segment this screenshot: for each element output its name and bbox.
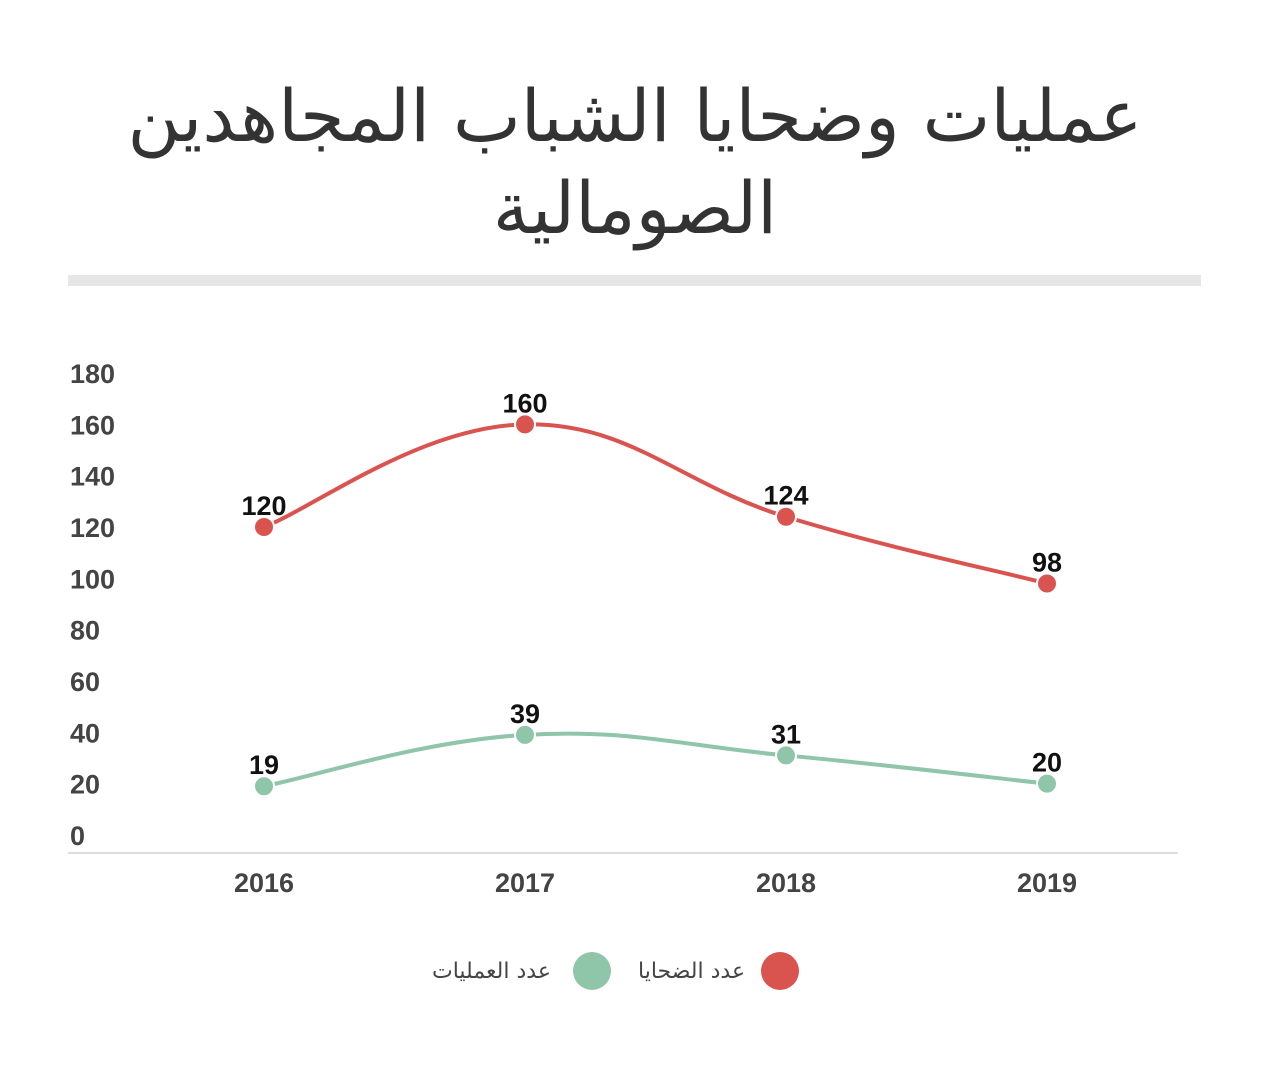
x-tick-label: 2017	[495, 868, 555, 898]
legend-label-operations: عدد العمليات	[432, 958, 551, 984]
y-tick-label: 120	[70, 513, 115, 543]
y-tick-label: 180	[70, 359, 115, 389]
x-tick-label: 2018	[756, 868, 816, 898]
x-tick-label: 2019	[1017, 868, 1077, 898]
legend-item-operations: عدد العمليات	[432, 952, 611, 990]
operations-point	[1036, 772, 1058, 795]
operations-point	[775, 744, 797, 767]
casualties-point	[775, 505, 797, 528]
operations-data-label: 20	[1032, 748, 1062, 778]
y-tick-label: 60	[70, 667, 100, 697]
y-tick-label: 40	[70, 718, 100, 748]
y-tick-label: 80	[70, 616, 100, 646]
operations-data-label: 19	[249, 750, 279, 780]
y-tick-label: 160	[70, 410, 115, 440]
operations-point	[253, 775, 275, 798]
title-divider	[68, 275, 1201, 286]
operations-point	[514, 723, 536, 746]
legend: عدد الضحايا عدد العمليات	[0, 952, 1270, 996]
y-axis: 0 20 40 60 80 100 120 140 160 180	[70, 359, 115, 851]
casualties-point	[514, 413, 536, 436]
casualties-point	[1036, 572, 1058, 595]
legend-marker-casualties	[761, 952, 800, 990]
legend-item-casualties: عدد الضحايا	[638, 952, 800, 990]
y-tick-label: 20	[70, 770, 100, 800]
casualties-line	[263, 422, 1048, 586]
y-tick-label: 140	[70, 462, 115, 492]
y-tick-label: 0	[70, 821, 85, 851]
casualties-point	[253, 516, 275, 538]
chart-title: عمليات وضحايا الشباب المجاهدين الصومالية	[127, 74, 1143, 250]
x-tick-label: 2016	[234, 868, 294, 898]
x-axis: 2016 2017 2018 2019	[234, 868, 1077, 898]
casualties-data-label: 98	[1032, 547, 1062, 577]
operations-data-label: 31	[771, 719, 801, 749]
operations-data-label: 39	[510, 699, 540, 729]
operations-line	[263, 731, 1048, 789]
casualties-data-label: 160	[502, 388, 547, 418]
casualties-data-label: 120	[241, 491, 286, 521]
legend-label-casualties: عدد الضحايا	[638, 958, 746, 984]
legend-marker-operations	[572, 952, 611, 990]
series-lines	[263, 422, 1048, 789]
series-points	[253, 413, 1058, 798]
data-labels: 120 160 124 98 19 39 31 20	[241, 388, 1062, 780]
y-tick-label: 100	[70, 564, 115, 594]
casualties-data-label: 124	[763, 481, 808, 511]
